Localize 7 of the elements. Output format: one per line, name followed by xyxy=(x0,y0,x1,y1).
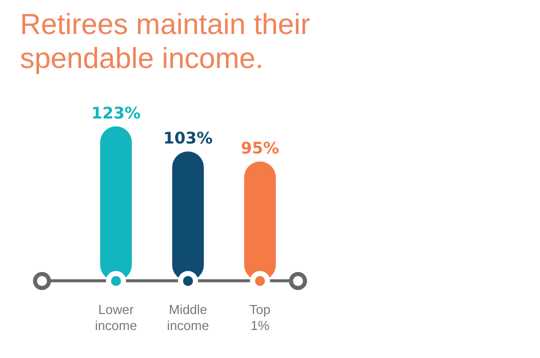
x-tick-label: Top 1% xyxy=(250,302,270,333)
x-tick-label: Middle income xyxy=(167,302,209,333)
data-label: 123% xyxy=(91,104,141,123)
data-label: 95% xyxy=(240,138,280,158)
chart-title: Retirees maintain their spendable income. xyxy=(20,8,312,76)
x-tick-label: Lower income xyxy=(95,302,137,333)
data-label: 103% xyxy=(163,128,213,148)
